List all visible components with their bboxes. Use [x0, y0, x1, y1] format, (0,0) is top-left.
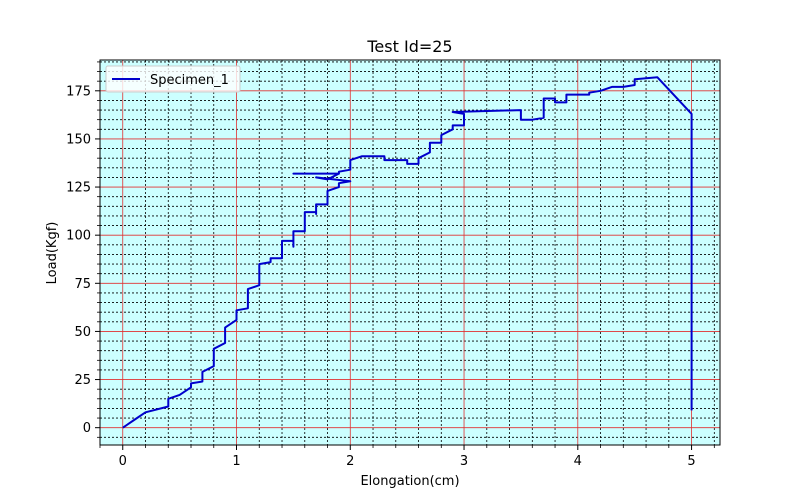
- chart-title: Test Id=25: [366, 37, 452, 56]
- x-tick-label: 4: [574, 454, 582, 469]
- x-tick-label: 5: [687, 454, 695, 469]
- series-layer: [122, 76, 693, 429]
- y-tick-label: 25: [74, 373, 91, 388]
- y-tick-label: 50: [74, 325, 91, 340]
- legend: Specimen_1: [105, 65, 241, 93]
- y-tick-label: 100: [66, 229, 91, 244]
- x-tick-label: 0: [119, 454, 127, 469]
- y-tick-label: 125: [66, 181, 91, 196]
- x-axis-label: Elongation(cm): [360, 474, 459, 489]
- y-tick-label: 175: [66, 84, 91, 99]
- legend-label: Specimen_1: [150, 73, 229, 88]
- legend-box: [105, 65, 241, 93]
- plot-area-background: [100, 60, 720, 445]
- y-axis-label: Load(Kgf): [45, 222, 60, 285]
- series-line-1: [122, 76, 693, 429]
- x-axis: 0 1 2 3 4 5: [99, 445, 715, 469]
- y-tick-label: 150: [66, 132, 91, 147]
- y-tick-label: 75: [74, 277, 91, 292]
- x-tick-label: 2: [346, 454, 354, 469]
- plot-area-frame: [99, 59, 721, 446]
- minor-gridlines: [99, 60, 720, 445]
- x-tick-label: 3: [460, 454, 468, 469]
- y-tick-label: 0: [83, 421, 91, 436]
- x-tick-label: 1: [232, 454, 240, 469]
- y-axis: 0 25 50 75 100 125 150 175: [66, 61, 100, 438]
